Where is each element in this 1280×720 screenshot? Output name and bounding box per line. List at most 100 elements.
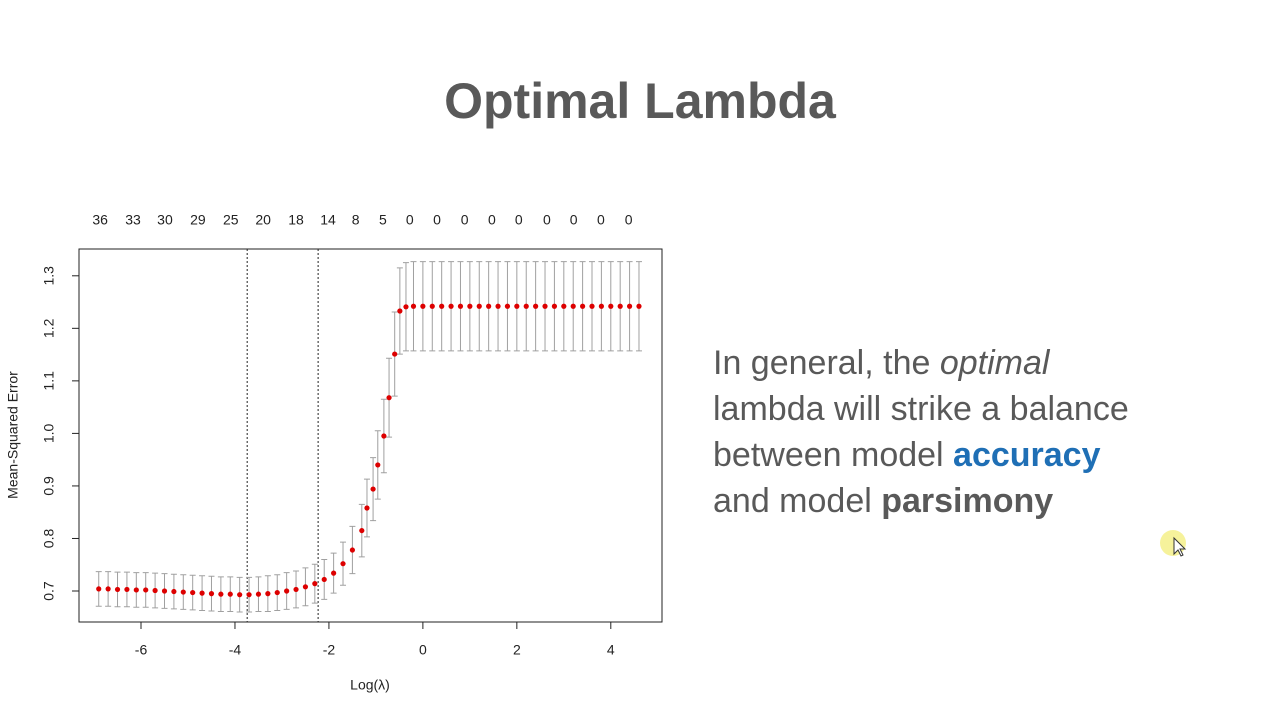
top-tick-label: 0 [515,212,523,228]
top-tick-label: 25 [223,212,239,228]
point [227,591,233,597]
top-tick-label: 0 [406,212,414,228]
point [504,303,511,309]
point [467,303,473,309]
top-tick-label: 18 [288,212,304,228]
point [608,303,614,309]
point [143,587,149,593]
top-tick-label: 0 [570,212,578,228]
point [218,591,224,597]
text: lambda will strike a balance [713,390,1129,428]
point [161,588,168,594]
point [114,586,121,593]
point [439,303,445,309]
point [265,591,271,597]
x-tick-label: -4 [229,642,242,658]
point [486,303,492,309]
point [598,303,604,309]
top-tick-label: 36 [92,212,108,228]
point [551,303,558,309]
top-tick-label: 30 [157,212,173,228]
x-tick-label: -2 [323,642,336,658]
plot-frame [78,248,663,623]
point [561,303,567,309]
slide-title: Optimal Lambda [444,73,836,129]
y-tick-label: 1.2 [41,318,57,338]
x-tick-label: 2 [513,642,521,658]
body-line: and model parsimony [713,478,1129,524]
cursor [1173,536,1187,557]
top-tick-label: 14 [320,212,336,228]
body-line: In general, the optimal [713,340,1129,386]
point [410,303,417,309]
y-tick-label: 0.8 [41,529,57,549]
point [190,589,196,596]
point [302,584,309,590]
point [199,590,205,596]
top-tick-label: 8 [352,212,360,228]
point [589,303,595,309]
point [321,576,327,583]
top-tick-label: 0 [543,212,551,228]
point [274,589,280,596]
top-tick-label: 5 [379,212,387,228]
point [293,586,299,593]
point [429,303,435,309]
point [386,395,392,401]
top-tick-label: 33 [125,212,141,228]
point [340,561,346,567]
point [312,581,318,587]
point [133,587,139,593]
point [359,527,365,534]
y-tick-label: 0.9 [41,476,57,496]
y-axis-label: Mean-Squared Error [5,371,21,499]
point [370,486,376,492]
x-tick-label: -6 [135,642,148,658]
text: and model [713,482,882,520]
point [392,351,398,357]
point [381,433,387,439]
top-tick-label: 0 [625,212,633,228]
point [284,588,290,594]
point [152,587,158,594]
top-tick-label: 0 [461,212,469,228]
text-bold: parsimony [881,482,1054,520]
x-axis-label: Log(λ) [350,677,390,693]
point [523,303,529,309]
point [448,303,454,309]
body-line: between model accuracy [713,432,1129,478]
x-tick-label: 0 [419,642,427,658]
point [180,589,186,595]
point [636,303,642,309]
point [403,304,409,310]
text: between model [713,436,954,474]
point [375,462,381,468]
point [105,586,111,592]
y-tick-label: 0.7 [41,581,57,601]
y-tick-label: 1.0 [41,423,57,443]
point [533,303,539,309]
point [124,586,130,593]
body-line: lambda will strike a balance [713,386,1129,432]
point [349,547,356,553]
text-italic: optimal [939,344,1050,382]
point [237,592,243,598]
point [246,592,252,598]
y-tick-label: 1.3 [41,266,57,286]
text: In general, the [713,344,940,382]
point [542,303,548,309]
point [570,303,576,309]
top-tick-label: 0 [433,212,441,228]
point [331,570,337,576]
point [514,303,520,309]
slide-body: In general, the optimal lambda will stri… [713,340,1129,524]
y-tick-label: 1.1 [41,371,57,391]
point [208,591,215,597]
point [420,303,426,309]
point [397,308,403,314]
point [96,586,102,592]
top-tick-label: 29 [190,212,206,228]
point [476,303,482,309]
